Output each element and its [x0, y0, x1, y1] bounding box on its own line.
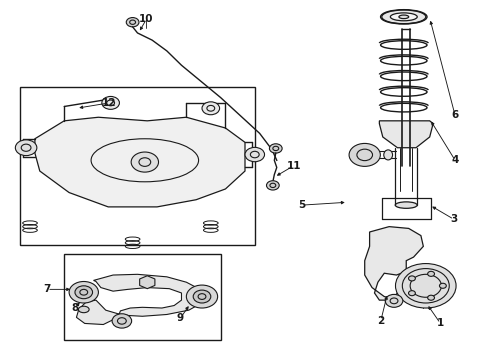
Ellipse shape — [91, 139, 198, 182]
Text: 2: 2 — [377, 316, 385, 325]
Circle shape — [385, 294, 403, 307]
Text: 8: 8 — [72, 303, 79, 313]
Circle shape — [270, 144, 282, 153]
Text: 6: 6 — [451, 111, 459, 121]
Circle shape — [193, 290, 211, 303]
Text: 3: 3 — [450, 215, 458, 224]
Bar — [64, 253, 220, 339]
Text: 11: 11 — [287, 161, 301, 171]
Circle shape — [202, 102, 220, 115]
Circle shape — [428, 295, 435, 300]
Ellipse shape — [382, 10, 426, 24]
Text: 7: 7 — [44, 284, 51, 294]
Circle shape — [131, 152, 159, 172]
Circle shape — [409, 291, 416, 296]
Circle shape — [245, 147, 265, 162]
Circle shape — [267, 181, 279, 190]
Circle shape — [349, 143, 380, 166]
Circle shape — [440, 283, 446, 288]
Circle shape — [428, 271, 435, 276]
Bar — [20, 87, 255, 244]
Ellipse shape — [395, 202, 417, 208]
Polygon shape — [35, 117, 245, 207]
Circle shape — [112, 314, 132, 328]
Polygon shape — [140, 276, 155, 289]
Text: 10: 10 — [139, 14, 153, 24]
Circle shape — [126, 18, 139, 27]
Text: 9: 9 — [177, 313, 184, 323]
Text: 12: 12 — [102, 98, 117, 108]
Text: 4: 4 — [451, 155, 459, 165]
Ellipse shape — [78, 306, 89, 313]
Text: 1: 1 — [437, 319, 444, 328]
Circle shape — [75, 286, 93, 299]
Polygon shape — [76, 274, 203, 324]
Circle shape — [69, 282, 98, 303]
Circle shape — [409, 276, 416, 281]
Ellipse shape — [399, 15, 409, 19]
Ellipse shape — [391, 13, 417, 21]
Circle shape — [15, 140, 37, 156]
Circle shape — [186, 285, 218, 308]
Text: 5: 5 — [298, 200, 306, 210]
Circle shape — [395, 264, 456, 308]
Circle shape — [102, 96, 120, 109]
Polygon shape — [365, 226, 428, 302]
Ellipse shape — [384, 150, 392, 160]
Polygon shape — [379, 121, 433, 148]
